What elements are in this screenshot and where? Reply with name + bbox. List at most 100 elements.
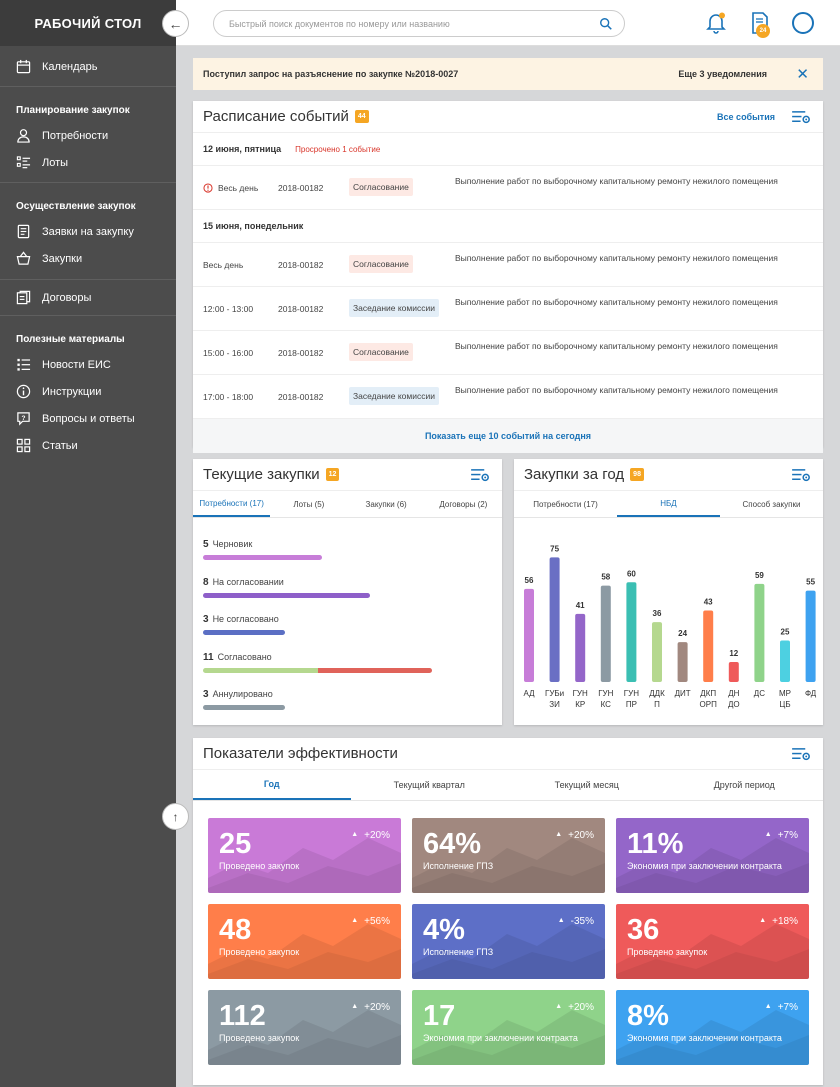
sidebar-title: РАБОЧИЙ СТОЛ (0, 0, 176, 46)
tab[interactable]: НБД (617, 491, 720, 517)
chart-bar[interactable] (703, 610, 714, 682)
kpi-tile[interactable]: 48 Проведено закупок ▲ +56% (208, 904, 401, 979)
card-title: Расписание событий (203, 108, 349, 125)
status-bar (203, 705, 286, 710)
event-description: Выполнение работ по выборочному капиталь… (455, 341, 778, 351)
event-number[interactable]: 2018-00182 (278, 304, 324, 314)
status-bar (203, 667, 318, 673)
bar-value-label: 43 (704, 598, 713, 607)
chart-bar[interactable] (780, 640, 790, 682)
search-input[interactable]: Быстрый поиск документов по номеру или н… (213, 10, 625, 37)
bell-icon[interactable] (706, 12, 726, 34)
sidebar-item-purchases[interactable]: Закупки (0, 245, 176, 272)
tab[interactable]: Текущий месяц (554, 780, 619, 790)
kpi-tile[interactable]: 11% Экономия при заключении контракта ▲ +7% (616, 818, 809, 893)
kpi-change-value: +56% (364, 916, 390, 927)
chart-bar[interactable] (652, 622, 662, 682)
sidebar-item-lots[interactable]: Лоты (0, 149, 176, 176)
event-row[interactable]: 17:00 - 18:00 2018-00182 Заседание комисси… (193, 375, 823, 419)
tab[interactable]: Способ закупки (742, 499, 801, 509)
tab[interactable]: Лоты (5) (293, 499, 325, 509)
show-more-events-button[interactable]: Показать еще 10 событий на сегодня (193, 419, 823, 453)
filter-settings-icon[interactable] (792, 110, 811, 125)
collapse-sidebar-button[interactable]: ← (162, 10, 189, 37)
event-number[interactable]: 2018-00182 (278, 392, 324, 402)
event-row[interactable]: 12:00 - 13:00 2018-00182 Заседание комисси… (193, 287, 823, 331)
category-label: ДО (728, 700, 740, 709)
event-row[interactable]: Весь день 2018-00182 Согласование Выполнени… (193, 166, 823, 210)
documents-button[interactable]: 24 (750, 12, 772, 38)
kpi-tile[interactable]: 64% Исполнение ГПЗ ▲ +20% (412, 818, 605, 893)
event-row[interactable]: 15:00 - 16:00 2018-00182 Согласование Выпол… (193, 331, 823, 375)
tab[interactable]: Текущий квартал (393, 780, 465, 790)
tab[interactable]: Закупки (6) (365, 499, 407, 509)
tab[interactable]: Договоры (2) (439, 499, 488, 509)
sidebar-item-contracts[interactable]: Договоры (0, 284, 176, 311)
event-number[interactable]: 2018-00182 (278, 348, 324, 358)
card-title: Закупки за год (524, 466, 625, 483)
close-icon[interactable]: ✕ (796, 66, 809, 83)
category-label: ПР (626, 700, 637, 709)
arrow-left-icon: ← (168, 15, 183, 32)
sidebar-item-news[interactable]: Новости ЕИС (0, 351, 176, 378)
scroll-top-button[interactable]: ↑ (162, 803, 189, 830)
event-row[interactable]: Весь день 2018-00182 Согласование Выполнени… (193, 243, 823, 287)
chart-bar[interactable] (575, 613, 586, 682)
document-icon (17, 224, 30, 239)
category-label: ЗИ (549, 700, 560, 709)
more-notifications-link[interactable]: Еще 3 уведомления (678, 69, 767, 79)
sidebar-item-calendar[interactable]: Календарь (0, 53, 176, 80)
avatar[interactable] (792, 12, 814, 34)
category-label: КР (575, 700, 585, 709)
chart-bar[interactable] (805, 590, 816, 682)
yearly-purchases-card: Закупки за год 98 Потребности (17) НБД Спо… (514, 459, 823, 725)
status-row[interactable]: 8 На согласовании (203, 577, 284, 588)
sidebar-item-articles[interactable]: Статьи (0, 432, 176, 459)
status-row[interactable]: 3 Не согласовано (203, 614, 279, 625)
status-row[interactable]: 3 Аннулировано (203, 689, 273, 700)
tab[interactable]: Потребности (17) (533, 499, 598, 509)
all-events-link[interactable]: Все события (717, 111, 775, 122)
sidebar-item-faq[interactable]: ? Вопросы и ответы (0, 405, 176, 432)
tab[interactable]: Год (193, 770, 351, 800)
sidebar-item-label: Закупки (42, 252, 83, 265)
sidebar-item-requests[interactable]: Заявки на закупку (0, 218, 176, 245)
sidebar-item-label: Инструкции (42, 385, 102, 398)
chart-bar[interactable] (626, 582, 637, 682)
kpi-tile[interactable]: 25 Проведено закупок ▲ +20% (208, 818, 401, 893)
event-day-header: 12 июня, пятница Просрочено 1 событие (193, 133, 823, 166)
chart-bar[interactable] (728, 662, 739, 682)
kpi-value: 17 (423, 1000, 456, 1032)
kpi-tile[interactable]: 112 Проведено закупок ▲ +20% (208, 990, 401, 1065)
event-description: Выполнение работ по выборочному капиталь… (455, 385, 778, 395)
chart-bar[interactable] (754, 583, 765, 682)
filter-settings-icon[interactable] (471, 468, 490, 483)
kpi-value: 4% (423, 914, 465, 946)
status-row[interactable]: 11 Согласовано (203, 652, 272, 663)
arrow-up-icon: ↑ (172, 809, 179, 824)
chart-bar[interactable] (549, 557, 560, 682)
tab[interactable]: Другой период (713, 780, 775, 790)
event-number[interactable]: 2018-00182 (278, 260, 324, 270)
kpi-tile[interactable]: 17 Экономия при заключении контракта ▲ +20% (412, 990, 605, 1065)
tab[interactable]: Потребности (17) (193, 491, 271, 517)
wave-decoration (208, 1010, 401, 1065)
chart-bar[interactable] (677, 642, 688, 682)
kpi-tile[interactable]: 36 Проведено закупок ▲ +18% (616, 904, 809, 979)
filter-settings-icon[interactable] (792, 468, 811, 483)
kpi-tile[interactable]: 4% Исполнение ГПЗ ▲ -35% (412, 904, 605, 979)
status-bar (203, 592, 371, 598)
kpi-tile[interactable]: 8% Экономия при заключении контракта ▲ +7% (616, 990, 809, 1065)
event-number[interactable]: 2018-00182 (278, 183, 324, 193)
sidebar-item-instructions[interactable]: Инструкции (0, 378, 176, 405)
category-label: ФД (805, 689, 817, 698)
chart-bar[interactable] (600, 585, 611, 682)
question-icon: ? (17, 412, 30, 426)
wave-decoration (412, 924, 605, 979)
event-description: Выполнение работ по выборочному капиталь… (455, 176, 778, 186)
search-icon[interactable] (599, 17, 613, 31)
sidebar-item-needs[interactable]: Потребности (0, 122, 176, 149)
filter-settings-icon[interactable] (792, 747, 811, 762)
chart-bar[interactable] (524, 588, 534, 682)
status-row[interactable]: 5 Черновик (203, 539, 252, 550)
